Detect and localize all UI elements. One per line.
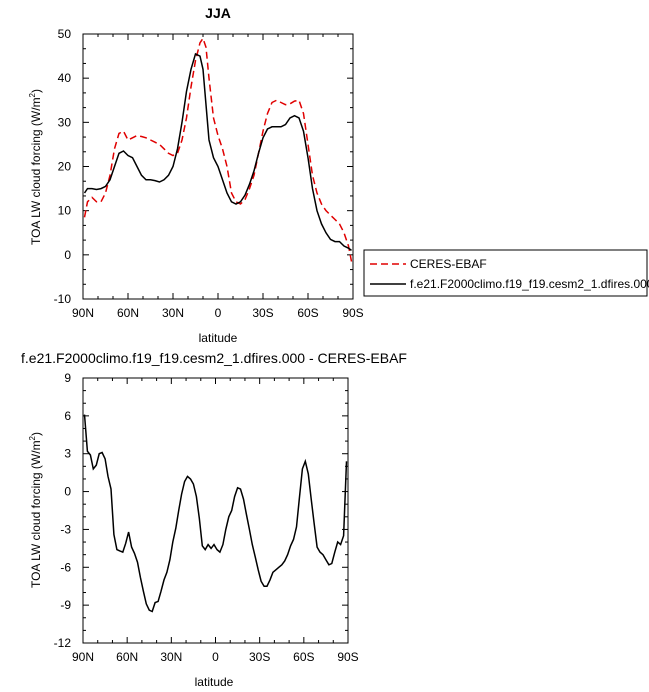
- top-chart-xlabel: latitude: [199, 331, 238, 345]
- bottom-y-tick-label: 0: [64, 485, 71, 499]
- bottom-chart-frame: [82, 377, 349, 644]
- top-chart-ticks: 90N 60N 30N 0 30S 60S 90S -10 0 10 20 30 40 50: [54, 27, 364, 320]
- bottom-y-tick-label: 3: [64, 447, 71, 461]
- bottom-x-tick-label: 60N: [116, 650, 138, 664]
- top-chart-frame: [82, 33, 354, 300]
- bottom-y-tick-label: -6: [60, 560, 71, 574]
- top-chart-ylabel: TOA LW cloud forcing (W/m2): [28, 89, 43, 245]
- legend: CERES-EBAF f.e21.F2000climo.f19_f19.cesm…: [363, 249, 649, 297]
- top-chart-series: [83, 36, 353, 262]
- top-y-tick-label: 10: [58, 204, 72, 218]
- top-y-tick-label: 20: [58, 160, 72, 174]
- top-series-line-1: [83, 52, 352, 252]
- bottom-series-line-0: [83, 414, 348, 613]
- top-x-tick-label: 90S: [342, 306, 363, 320]
- bottom-x-tick-label: 30N: [160, 650, 182, 664]
- bottom-y-tick-label: -9: [60, 598, 71, 612]
- bottom-x-tick-label: 0: [212, 650, 219, 664]
- bottom-y-tick-label: 6: [64, 409, 71, 423]
- bottom-x-tick-label: 90S: [337, 650, 358, 664]
- top-series-line-0: [83, 36, 353, 262]
- bottom-chart-ylabel: TOA LW cloud forcing (W/m2): [28, 432, 43, 588]
- bottom-y-tick-label: 9: [64, 371, 71, 385]
- bottom-x-tick-label: 60S: [293, 650, 314, 664]
- top-x-tick-label: 60N: [117, 306, 139, 320]
- top-chart: JJA latitude TOA LW cloud forcing (W/m2)…: [28, 5, 364, 345]
- top-y-tick-label: 30: [58, 115, 72, 129]
- bottom-chart-title: f.e21.F2000climo.f19_f19.cesm2_1.dfires.…: [21, 350, 407, 366]
- top-x-tick-label: 60S: [297, 306, 318, 320]
- bottom-chart-series: [83, 414, 348, 613]
- bottom-chart-xlabel: latitude: [195, 675, 234, 689]
- bottom-chart: f.e21.F2000climo.f19_f19.cesm2_1.dfires.…: [21, 350, 407, 689]
- top-y-tick-label: 40: [58, 71, 72, 85]
- legend-label-ceres: CERES-EBAF: [410, 257, 487, 271]
- bottom-x-tick-label: 90N: [72, 650, 94, 664]
- top-x-tick-label: 0: [215, 306, 222, 320]
- top-x-tick-label: 90N: [72, 306, 94, 320]
- bottom-y-tick-label: -3: [60, 522, 71, 536]
- legend-label-model: f.e21.F2000climo.f19_f19.cesm2_1.dfires.…: [410, 277, 649, 291]
- top-x-tick-label: 30S: [252, 306, 273, 320]
- top-y-tick-label: 50: [58, 27, 72, 41]
- bottom-y-tick-label: -12: [54, 636, 72, 650]
- top-x-tick-label: 30N: [162, 306, 184, 320]
- top-y-tick-label: 0: [64, 248, 71, 262]
- top-y-tick-label: -10: [54, 292, 72, 306]
- top-chart-title: JJA: [205, 5, 231, 21]
- bottom-x-tick-label: 30S: [249, 650, 270, 664]
- legend-box: [363, 249, 648, 297]
